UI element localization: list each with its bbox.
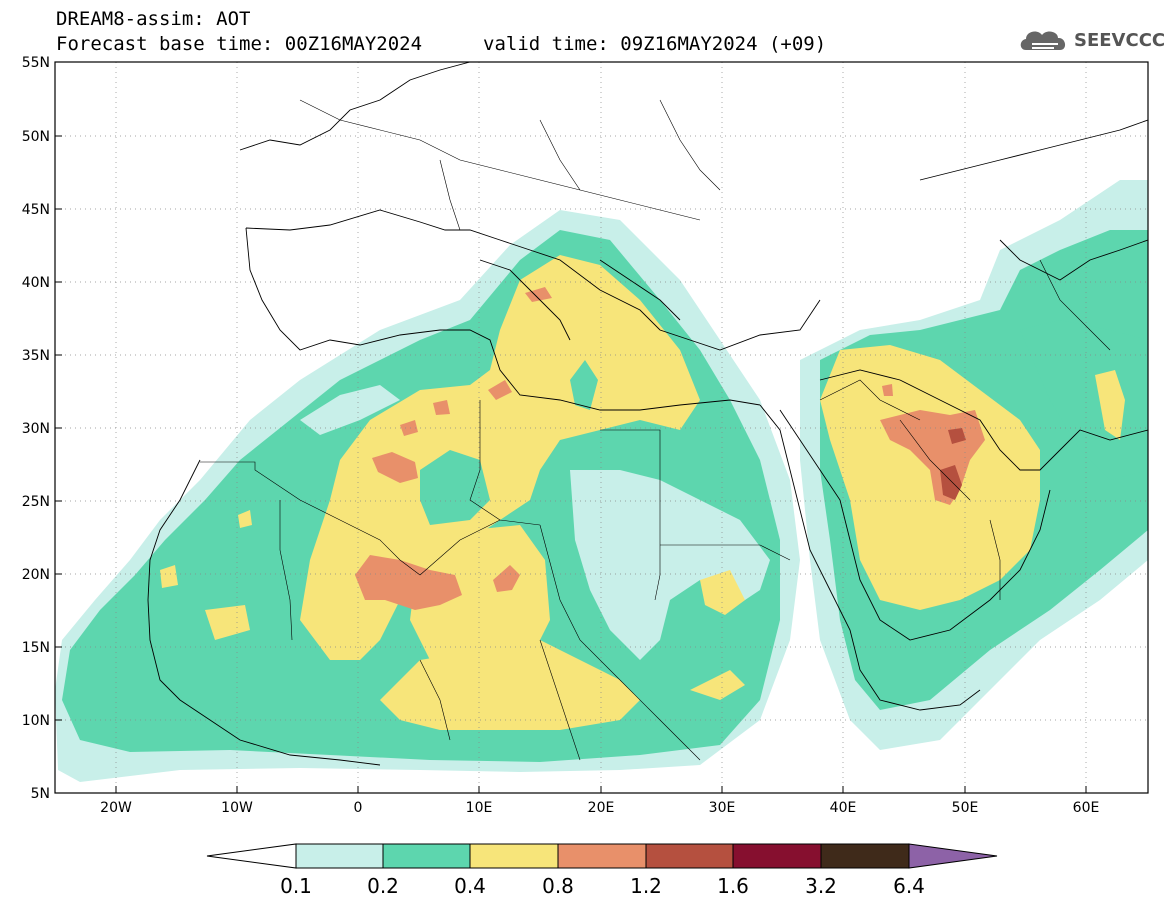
lat-label: 40N bbox=[22, 275, 50, 291]
colorbar-label: 1.2 bbox=[630, 874, 662, 898]
lat-label: 45N bbox=[22, 202, 50, 218]
colorbar-segment bbox=[645, 843, 734, 869]
logo-text: SEEVCCC bbox=[1074, 30, 1165, 51]
colorbar-label: 3.2 bbox=[805, 874, 837, 898]
cloud-icon bbox=[1020, 31, 1066, 50]
lon-label: 60E bbox=[1073, 800, 1100, 816]
lon-labels: 20W 10W 0 10E 20E 30E 40E 50E 60E bbox=[100, 800, 1099, 816]
valid-time: valid time: 09Z16MAY2024 (+09) bbox=[483, 33, 827, 55]
colorbar-segment bbox=[820, 843, 910, 869]
colorbar bbox=[206, 843, 998, 869]
colorbar-segment bbox=[469, 843, 559, 869]
country-borders bbox=[200, 99, 1111, 761]
lon-label: 50E bbox=[952, 800, 979, 816]
lon-label: 10E bbox=[466, 800, 493, 816]
aot-field bbox=[55, 62, 1148, 793]
time-info: Forecast base time: 00Z16MAY2024 valid ti… bbox=[56, 33, 826, 55]
lat-label: 5N bbox=[31, 786, 50, 802]
graticule bbox=[55, 62, 1148, 793]
tick-marks bbox=[55, 61, 1087, 794]
colorbar-label: 0.1 bbox=[280, 874, 312, 898]
colorbar-segment bbox=[557, 843, 647, 869]
lon-label: 10W bbox=[221, 800, 253, 816]
aot-level-0-1-holes bbox=[300, 385, 770, 660]
lat-label: 20N bbox=[22, 567, 50, 583]
lon-label: 20W bbox=[100, 800, 132, 816]
lat-label: 25N bbox=[22, 494, 50, 510]
colorbar-labels: 0.1 0.2 0.4 0.8 1.2 1.6 3.2 6.4 bbox=[280, 874, 925, 898]
colorbar-label: 1.6 bbox=[717, 874, 749, 898]
lat-label: 50N bbox=[22, 129, 50, 145]
map-title: DREAM8-assim: AOT bbox=[56, 8, 251, 30]
lat-label: 10N bbox=[22, 713, 50, 729]
lon-label: 20E bbox=[588, 800, 615, 816]
lat-labels: 55N 50N 45N 40N 35N 30N 25N 20N 15N 10N … bbox=[22, 55, 50, 802]
colorbar-label: 0.2 bbox=[367, 874, 399, 898]
colorbar-segment bbox=[908, 843, 998, 869]
aot-level-1-2 bbox=[940, 428, 966, 500]
lat-label: 35N bbox=[22, 348, 50, 364]
lat-label: 15N bbox=[22, 640, 50, 656]
seevccc-logo: SEEVCCC bbox=[1018, 24, 1165, 56]
colorbar-segment bbox=[295, 843, 384, 869]
lon-label: 40E bbox=[830, 800, 857, 816]
base-time: Forecast base time: 00Z16MAY2024 bbox=[56, 33, 423, 55]
colorbar-label: 0.4 bbox=[454, 874, 486, 898]
lat-label: 30N bbox=[22, 421, 50, 437]
coastlines bbox=[147, 62, 1148, 766]
aot-level-0-2-holes bbox=[420, 360, 598, 525]
colorbar-label: 6.4 bbox=[893, 874, 925, 898]
lat-label: 55N bbox=[22, 55, 50, 71]
lon-label: 0 bbox=[354, 800, 363, 816]
colorbar-label: 0.8 bbox=[542, 874, 574, 898]
colorbar-segment bbox=[206, 843, 297, 869]
aot-level-0-4 bbox=[160, 255, 1125, 730]
colorbar-segment bbox=[382, 843, 471, 869]
colorbar-segment bbox=[732, 843, 822, 869]
lon-label: 30E bbox=[709, 800, 736, 816]
